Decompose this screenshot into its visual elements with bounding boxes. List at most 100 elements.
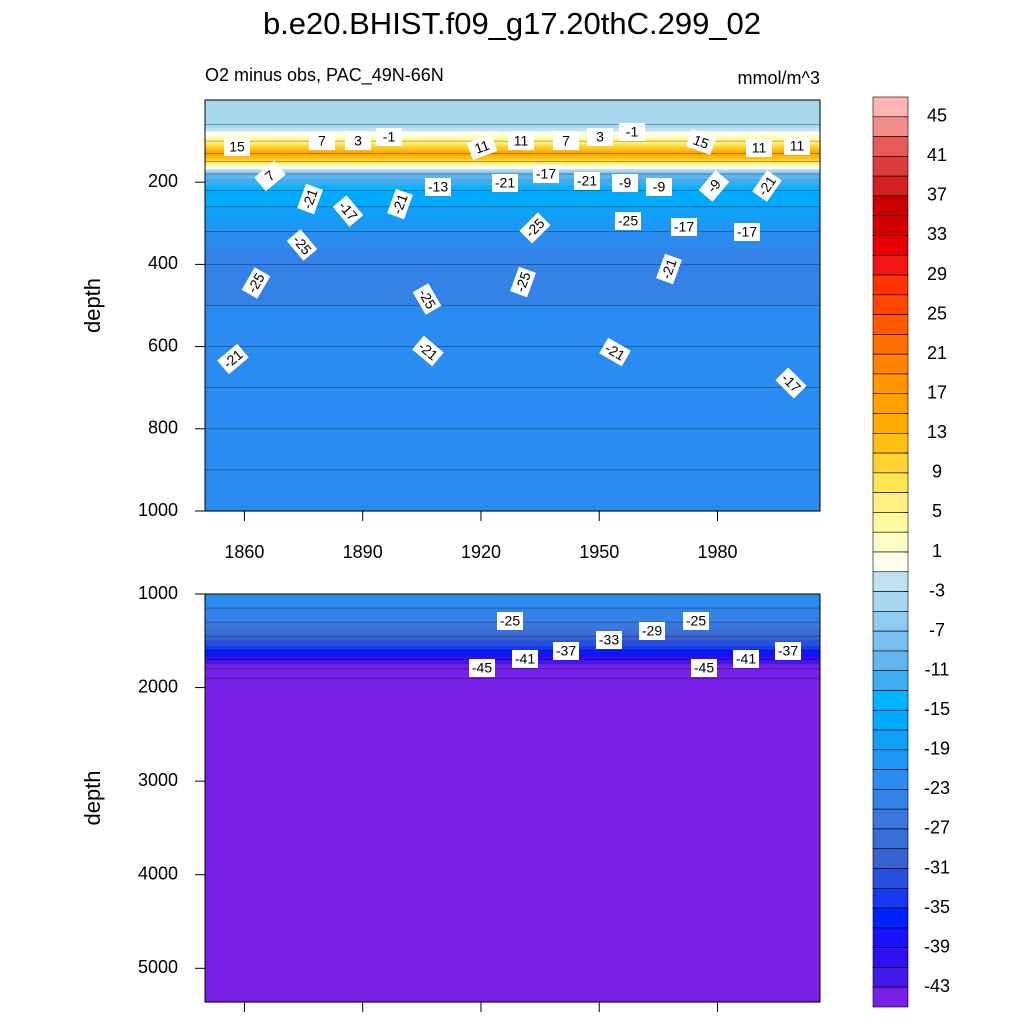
contour-label: -21: [574, 172, 600, 190]
contour-band: [205, 457, 820, 463]
y-axis-title: depth: [80, 278, 105, 333]
colorbar-label: 37: [927, 185, 947, 205]
y-tick-label: 5000: [138, 957, 178, 977]
contour-band: [205, 498, 820, 504]
contour-band: [205, 408, 820, 413]
contour-band: [205, 648, 820, 651]
colorbar-label: 5: [932, 501, 942, 521]
contour-band: [205, 154, 820, 156]
contour-band: [205, 203, 820, 206]
contour-band: [205, 162, 820, 165]
contour-band: [205, 371, 820, 376]
contour-label-bg: [746, 139, 772, 157]
contour-band: [205, 647, 820, 650]
y-axis-title: depth: [80, 770, 105, 825]
contour-label-bg: [217, 343, 249, 375]
contour-band: [205, 280, 820, 286]
y-tick-label: 4000: [138, 863, 178, 883]
contour-band: [205, 482, 820, 487]
contour-band: [205, 595, 820, 598]
contour-label-bg: [775, 367, 807, 399]
contour-band: [205, 124, 820, 127]
contour-label-bg: [685, 129, 717, 155]
contour-band: [205, 432, 820, 438]
contour-band: [205, 346, 820, 352]
colorbar-box: [872, 512, 909, 533]
colorbar-box: [872, 215, 909, 236]
contour-label-text: -25: [686, 613, 706, 629]
contour-label: 7: [309, 132, 335, 150]
contour-band: [205, 200, 820, 203]
colorbar-label: -3: [929, 580, 945, 600]
contour-band: [205, 631, 820, 634]
x-tick-label: 1980: [697, 542, 737, 562]
contour-band: [205, 904, 820, 938]
contour-band: [205, 610, 820, 613]
contour-label: 11: [508, 132, 534, 150]
contour-band: [205, 158, 820, 160]
contour-band: [205, 338, 820, 344]
contour-band: [205, 117, 820, 121]
colorbar-box: [872, 888, 909, 909]
colorbar-box: [872, 927, 909, 948]
contour-label-bg: [492, 174, 518, 192]
contour-label-bg: [510, 266, 536, 298]
contour-band: [205, 367, 820, 372]
colorbar-box: [872, 136, 909, 157]
contour-band: [205, 321, 820, 327]
contour-label-text: 11: [752, 140, 767, 156]
contour-band: [205, 231, 820, 236]
contour-band: [205, 234, 820, 239]
contour-label-text: -9: [653, 179, 666, 195]
contour-band: [205, 192, 820, 195]
contour-band: [205, 840, 820, 874]
contour-band: [205, 170, 820, 173]
contour-band: [205, 445, 820, 450]
contour-band: [205, 205, 820, 208]
contour-label-text: 3: [596, 129, 604, 145]
contour-band: [205, 636, 820, 639]
contour-label-text: -29: [642, 623, 662, 639]
contour-band: [205, 171, 820, 174]
contour-label-text: 15: [691, 132, 711, 152]
contour-band: [205, 149, 820, 152]
colorbar-label: 33: [927, 224, 947, 244]
contour-label-bg: [734, 223, 760, 241]
contour-band: [205, 119, 820, 123]
contour-band: [205, 305, 820, 311]
contour-label: -17: [734, 223, 760, 241]
contour-label-bg: [332, 195, 364, 227]
contour-band: [205, 601, 820, 604]
contour-label-bg: [612, 174, 638, 192]
contour-band: [205, 391, 820, 397]
contour-band: [205, 268, 820, 274]
contour-band: [205, 379, 820, 385]
contour-label-bg: [733, 650, 759, 668]
contour-band: [205, 201, 820, 205]
contour-label-bg: [224, 138, 250, 156]
contour-band: [205, 608, 820, 611]
contour-band: [205, 226, 820, 230]
contour-label-bg: [286, 229, 318, 261]
contour-band: [205, 247, 820, 252]
contour-band: [205, 603, 820, 606]
contour-label-bg: [656, 253, 682, 285]
contour-band: [205, 775, 820, 809]
y-tick-label: 2000: [138, 676, 178, 696]
contour-band: [205, 342, 820, 348]
contour-label: -41: [512, 650, 538, 668]
y-tick-label: 800: [148, 418, 178, 438]
contour-label-bg: [574, 172, 600, 190]
contour-label-text: -25: [618, 213, 638, 229]
contour-band: [205, 400, 820, 405]
contour-band: [205, 673, 820, 676]
contour-band: [205, 637, 820, 640]
contour-band: [205, 165, 820, 168]
contour-band: [205, 244, 820, 249]
colorbar-label: -15: [924, 699, 950, 719]
contour-band: [205, 594, 820, 597]
contour-label: -9: [612, 174, 638, 192]
colorbar-box: [872, 274, 909, 296]
contour-label: 3: [587, 128, 613, 146]
